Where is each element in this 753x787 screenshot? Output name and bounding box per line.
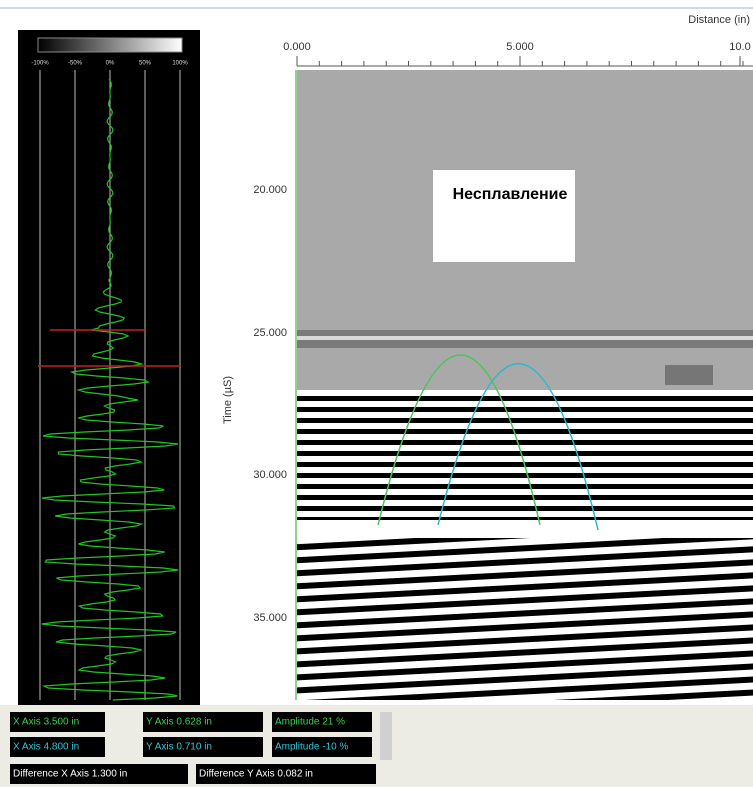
annotation-box <box>433 170 575 262</box>
page: Distance (in) Несплавление Time (µS) -10… <box>0 0 753 787</box>
scale-label: 50% <box>139 61 152 67</box>
back-wall-echo <box>297 390 753 520</box>
scale-label: 100% <box>172 61 188 67</box>
scale-label: -50% <box>68 61 83 67</box>
x-tick-label: 5.000 <box>506 41 534 53</box>
distance-label: Distance (in) <box>688 14 750 26</box>
lateral-wave <box>297 336 753 340</box>
annotation: Несплавление <box>453 186 568 203</box>
y-tick-label: 20.000 <box>253 184 287 196</box>
status-text: Difference Y Axis 0.082 in <box>199 769 313 780</box>
status-text: Y Axis 0.628 in <box>146 717 212 728</box>
status-text: Difference X Axis 1.300 in <box>13 769 127 780</box>
status-text: Y Axis 0.710 in <box>146 742 212 753</box>
y-tick-label: 25.000 <box>253 327 287 339</box>
back-wall-echo <box>297 520 753 538</box>
scroll-stub <box>380 712 392 760</box>
y-tick-label: 35.000 <box>253 612 287 624</box>
status-text: X Axis 4.800 in <box>13 742 79 753</box>
screen: Distance (in) Несплавление Time (µS) -10… <box>0 0 753 787</box>
x-tick-label: 0.000 <box>283 41 311 53</box>
mode-converted <box>297 538 753 700</box>
color-bar <box>38 38 182 52</box>
indication <box>665 365 713 385</box>
scale-label: -100% <box>31 61 49 67</box>
status-text: Amplitude -10 % <box>275 742 348 753</box>
scale-label: 0% <box>106 61 115 67</box>
status-text: Amplitude 21 % <box>275 717 345 728</box>
time-label: Time (µS) <box>222 376 234 424</box>
x-tick-label: 10.0 <box>729 41 750 53</box>
status-text: X Axis 3.500 in <box>13 717 79 728</box>
y-tick-label: 30.000 <box>253 469 287 481</box>
